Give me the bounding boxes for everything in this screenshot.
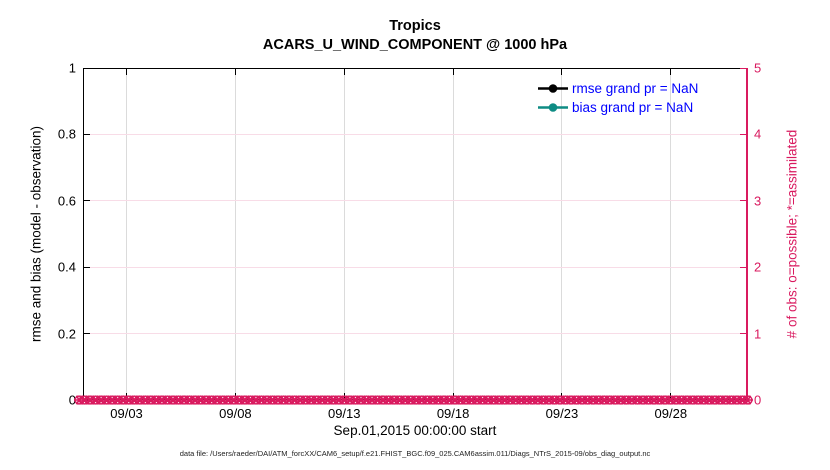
x-tick-label: 09/18 — [436, 406, 470, 421]
right-tick-label: 1 — [754, 326, 762, 342]
y-gridline — [84, 266, 746, 268]
legend-label-rmse: rmse grand pr = NaN — [572, 81, 699, 96]
left-tick — [84, 133, 90, 135]
left-tick-label: 0.4 — [57, 259, 76, 275]
x-gridline — [234, 69, 236, 399]
x-gridline — [452, 69, 454, 399]
x-gridline — [670, 69, 672, 399]
bias-line-marker-icon — [538, 103, 568, 112]
left-tick-label: 0.8 — [57, 126, 76, 142]
possible-obs-markers — [74, 395, 753, 405]
x-gridline — [561, 69, 563, 399]
right-tick — [740, 333, 747, 335]
assimilated-obs-markers — [74, 395, 753, 405]
right-tick — [740, 266, 747, 268]
x-tick-label: 09/23 — [545, 406, 579, 421]
y-gridline — [84, 200, 746, 202]
chart-title: Tropics — [389, 18, 441, 34]
left-tick — [84, 200, 90, 202]
x-tick-top — [234, 69, 236, 75]
left-axis-label: rmse and bias (model - observation) — [28, 125, 44, 343]
x-tick-top — [343, 69, 345, 75]
right-tick-label: 4 — [754, 126, 762, 142]
chart-subtitle: ACARS_U_WIND_COMPONENT @ 1000 hPa — [262, 37, 568, 53]
legend-label-bias: bias grand pr = NaN — [572, 100, 694, 115]
right-tick-label: 3 — [754, 193, 762, 209]
plot-top-spine — [83, 68, 748, 69]
x-tick-label: 09/13 — [327, 406, 361, 421]
left-tick — [84, 266, 90, 268]
right-tick — [740, 133, 747, 135]
plot-left-spine — [83, 68, 84, 400]
rmse-line-marker-icon — [538, 84, 568, 93]
legend-item-bias: bias grand pr = NaN — [538, 98, 698, 117]
x-tick-label: 09/03 — [110, 406, 143, 421]
right-axis-label: # of obs: o=possible; *=assimilated — [784, 129, 800, 339]
x-tick-top — [126, 69, 128, 75]
left-tick — [84, 67, 90, 69]
data-file-caption: data file: /Users/raeder/DAI/ATM_forcXX/… — [179, 449, 651, 458]
left-tick-label: 0 — [68, 392, 76, 408]
x-axis-label: Sep.01,2015 00:00:00 start — [333, 423, 497, 438]
plot-right-spine — [746, 68, 748, 400]
x-tick-top — [670, 69, 672, 75]
obs-count-marker-band — [74, 395, 753, 405]
right-tick-label: 5 — [754, 60, 762, 76]
left-tick-label: 0.2 — [57, 326, 76, 342]
y-gridline — [84, 333, 746, 335]
x-tick-label: 09/28 — [654, 406, 688, 421]
left-tick — [84, 333, 90, 335]
left-tick-label: 0.6 — [57, 193, 76, 209]
x-tick-top — [452, 69, 454, 75]
legend-item-rmse: rmse grand pr = NaN — [538, 79, 698, 98]
x-tick-label: 09/08 — [219, 406, 252, 421]
right-tick-label: 0 — [754, 392, 762, 408]
x-gridline — [343, 69, 345, 399]
right-tick — [740, 67, 747, 69]
right-tick — [740, 200, 747, 202]
left-tick-label: 1 — [68, 60, 76, 76]
x-tick-top — [561, 69, 563, 75]
x-gridline — [126, 69, 128, 399]
legend: rmse grand pr = NaN bias grand pr = NaN — [538, 79, 698, 117]
y-gridline — [84, 133, 746, 135]
right-tick-label: 2 — [754, 259, 762, 275]
